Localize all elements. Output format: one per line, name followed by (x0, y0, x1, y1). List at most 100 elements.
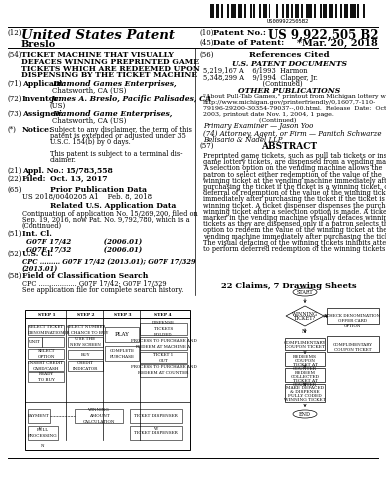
Bar (105, 327, 139, 342)
Text: option to redeem the value of the winning ticket at the: option to redeem the value of the winnin… (203, 226, 386, 234)
Text: DISPENSE: DISPENSE (152, 321, 175, 325)
Text: (10): (10) (200, 29, 215, 37)
Bar (327, 308, 379, 324)
Text: United States Patent: United States Patent (21, 29, 175, 42)
Bar (68, 325, 103, 335)
Text: Related U.S. Application Data: Related U.S. Application Data (50, 202, 176, 210)
Bar (344, 4, 348, 18)
Bar (340, 4, 342, 18)
Bar (329, 4, 333, 18)
Text: STEP 1: STEP 1 (38, 313, 56, 317)
Text: purchasing the ticket if the ticket is a winning ticket, or: purchasing the ticket if the ticket is a… (203, 183, 386, 191)
Text: (45): (45) (200, 39, 215, 47)
Text: References Cited: References Cited (249, 51, 329, 59)
Text: COMPLIMENTARY: COMPLIMENTARY (333, 343, 373, 347)
Bar (337, 4, 340, 18)
Text: N: N (41, 444, 45, 448)
Text: COUPON TICKET: COUPON TICKET (334, 348, 372, 352)
Text: U.S.C. 154(b) by 0 days.: U.S.C. 154(b) by 0 days. (50, 138, 131, 146)
Text: (57): (57) (200, 142, 215, 150)
Polygon shape (286, 306, 324, 326)
Text: COMPLETE: COMPLETE (110, 348, 134, 352)
Bar (28, 325, 64, 335)
Text: deferral of redemption of the value of the winning ticket: deferral of redemption of the value of t… (203, 189, 386, 197)
Bar (271, 4, 276, 18)
Bar (327, 4, 329, 18)
Text: Chatsworth, CA (US): Chatsworth, CA (US) (52, 86, 126, 94)
Text: Y: Y (324, 314, 327, 319)
Bar (261, 4, 263, 18)
Bar (285, 384, 325, 402)
Text: MAKE DEFACED: MAKE DEFACED (286, 386, 324, 390)
Bar (68, 337, 103, 347)
Bar (320, 4, 322, 18)
Text: winning ticket at the vending machine immediately after: winning ticket at the vending machine im… (203, 177, 386, 185)
Bar (28, 409, 50, 423)
Text: Breslo: Breslo (21, 40, 56, 49)
Text: (12): (12) (8, 29, 22, 37)
Text: Notice:: Notice: (22, 126, 53, 134)
Text: COUPON: COUPON (295, 359, 315, 363)
Text: Primary Examiner — Jason Yoo: Primary Examiner — Jason Yoo (203, 122, 313, 130)
Text: READY: READY (39, 372, 54, 376)
Text: & DISPENSE: & DISPENSE (290, 390, 320, 394)
Text: The visual defacing of the winning tickets inhibits attempts: The visual defacing of the winning ticke… (203, 239, 386, 247)
Bar (28, 361, 64, 371)
Bar (335, 4, 337, 18)
Bar (210, 4, 214, 18)
Text: US 9,922,505 B2: US 9,922,505 B2 (267, 29, 378, 42)
Text: winning ticket. A ticket dispenser dispenses the purchased: winning ticket. A ticket dispenser dispe… (203, 202, 386, 209)
Text: DEFACES WINNING PREPRINTED GAME: DEFACES WINNING PREPRINTED GAME (21, 58, 199, 66)
Text: (*): (*) (8, 126, 17, 134)
Ellipse shape (293, 410, 317, 418)
Bar (237, 4, 238, 18)
Text: marker in the vending machine visually defaces winning: marker in the vending machine visually d… (203, 214, 386, 222)
Text: 2003, printout date Nov. 1, 2004, 1 page.: 2003, printout date Nov. 1, 2004, 1 page… (203, 112, 334, 117)
Text: Date of Patent:: Date of Patent: (213, 39, 284, 47)
Text: Applicant:: Applicant: (22, 80, 66, 88)
Text: James A. Breslo, Pacific Palisades, CA: James A. Breslo, Pacific Palisades, CA (50, 95, 211, 103)
Text: OFFER CARD: OFFER CARD (339, 319, 367, 323)
Text: A selection option on the vending machine allows the: A selection option on the vending machin… (203, 164, 383, 172)
Bar (301, 4, 303, 18)
Text: Appl. No.:: Appl. No.: (22, 167, 64, 175)
Text: (54): (54) (8, 51, 22, 59)
Text: WINNING: WINNING (88, 408, 110, 412)
Bar (220, 4, 221, 18)
Text: REDEEM AT COUNTER: REDEEM AT COUNTER (138, 372, 189, 376)
Bar (221, 4, 223, 18)
Bar (68, 361, 103, 371)
Text: Field of Classification Search: Field of Classification Search (22, 272, 148, 280)
Text: "About Pull-Tab Games," printout from Michigan lottery web site:: "About Pull-Tab Games," printout from Mi… (203, 94, 386, 99)
Bar (75, 409, 123, 423)
Bar (312, 4, 314, 18)
Text: SELECT TICKET: SELECT TICKET (29, 325, 64, 329)
Text: game lottery tickets, are dispensed from a vending machine.: game lottery tickets, are dispensed from… (203, 158, 386, 166)
Text: Inventor:: Inventor: (22, 95, 62, 103)
Text: REDEEMS: REDEEMS (293, 355, 317, 359)
Text: http://www.michigan.gov/printerfriendly/0,1607,7-110-: http://www.michigan.gov/printerfriendly/… (203, 100, 376, 105)
Text: Oct. 13, 2017: Oct. 13, 2017 (50, 175, 108, 183)
Text: REDEEM AT MACHINE A: REDEEM AT MACHINE A (136, 344, 191, 348)
Text: SELECT: SELECT (37, 349, 55, 353)
Text: Preprinted game tickets, such as pull tab tickets or instant: Preprinted game tickets, such as pull ta… (203, 152, 386, 160)
Text: TICKET MACHINE THAT VISUALLY: TICKET MACHINE THAT VISUALLY (21, 51, 174, 59)
Text: CALCULATION: CALCULATION (83, 420, 115, 424)
Text: to perform deferred redemption of the winning tickets.: to perform deferred redemption of the wi… (203, 245, 386, 253)
Bar (333, 4, 335, 18)
Bar (323, 4, 327, 18)
Text: Filed:: Filed: (22, 175, 46, 183)
Text: CREDIT: CREDIT (77, 361, 94, 365)
Bar (267, 4, 269, 18)
Text: (Continued): (Continued) (22, 222, 62, 230)
Text: Sep. 19, 2016, now Pat. No. 9,792,780, which is a: Sep. 19, 2016, now Pat. No. 9,792,780, w… (22, 216, 190, 224)
Text: vending machine immediately after purchasing the ticket.: vending machine immediately after purcha… (203, 232, 386, 240)
Text: CPC .................. G07F 17/42; G07F 17/329: CPC .................. G07F 17/42; G07F … (22, 280, 167, 288)
Text: US009922505B2: US009922505B2 (266, 19, 309, 24)
Text: CARD/CASH: CARD/CASH (33, 367, 59, 371)
Bar (285, 338, 325, 350)
Ellipse shape (293, 288, 317, 296)
Text: FOLDED: FOLDED (154, 333, 173, 337)
Text: Patent No.:: Patent No.: (213, 29, 266, 37)
Text: STEP 4: STEP 4 (154, 313, 171, 317)
